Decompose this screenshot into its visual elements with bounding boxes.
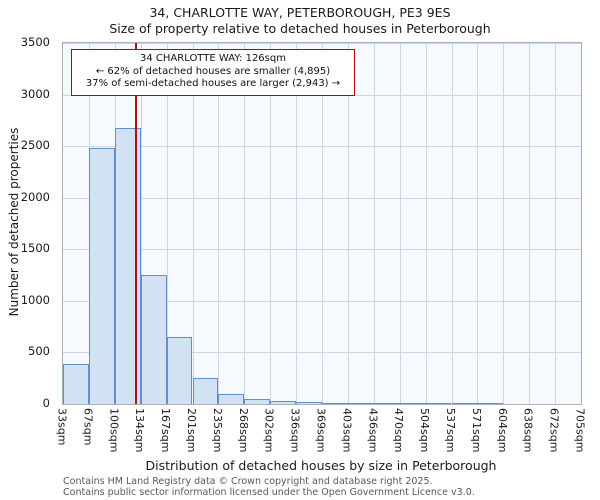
x-tick-label: 336sqm: [288, 408, 302, 453]
gridline-vertical: [373, 43, 375, 404]
gridline-vertical: [244, 43, 246, 404]
gridline-vertical: [296, 43, 298, 404]
gridline-vertical: [555, 43, 557, 404]
gridline-vertical: [529, 43, 531, 404]
histogram-bar: [347, 403, 374, 404]
histogram-bar: [399, 403, 426, 404]
y-tick-label: 3000: [20, 86, 50, 101]
gridline-vertical: [399, 43, 401, 404]
x-tick-label: 67sqm: [81, 408, 95, 446]
gridline-vertical: [140, 43, 142, 404]
histogram-bar: [218, 394, 245, 404]
histogram-bar: [477, 403, 504, 404]
chart-subtitle: Size of property relative to detached ho…: [109, 21, 491, 36]
histogram-bar: [192, 377, 219, 404]
x-tick-label: 302sqm: [262, 408, 276, 453]
histogram-bar: [166, 336, 193, 404]
histogram-bar: [63, 363, 89, 404]
annotation-line-2: ← 62% of detached houses are smaller (4,…: [95, 65, 331, 77]
x-tick-label: 33sqm: [55, 408, 69, 446]
histogram-bar: [114, 127, 141, 404]
gridline-vertical: [322, 43, 323, 404]
x-tick-label: 369sqm: [314, 408, 328, 453]
histogram-bar: [322, 402, 348, 404]
x-axis-ticks: 33sqm 67sqm 100sqm 134sqm 167sqm 201sqm 235sqm…: [56, 406, 587, 458]
x-tick-label: 604sqm: [495, 408, 509, 453]
x-tick-label: 672sqm: [547, 408, 561, 453]
histogram-bar: [244, 399, 271, 404]
gridline-vertical: [166, 43, 168, 404]
x-tick-label: 470sqm: [392, 408, 406, 453]
x-tick-label: 436sqm: [366, 408, 380, 453]
histogram-bar: [88, 148, 115, 404]
gridline-vertical: [503, 43, 505, 404]
x-tick-label: 537sqm: [444, 408, 457, 453]
x-axis-label: Distribution of detached houses by size …: [145, 458, 497, 473]
x-tick-label: 100sqm: [107, 408, 121, 453]
x-tick-label: 705sqm: [573, 408, 587, 453]
annotation-line-3: 37% of semi-detached houses are larger (…: [85, 78, 341, 89]
x-tick-label: 268sqm: [236, 408, 250, 453]
histogram-bar: [140, 275, 167, 404]
y-tick-label: 2000: [20, 189, 50, 204]
histogram-bar: [296, 402, 322, 404]
gridline-vertical: [477, 43, 479, 404]
y-tick-label: 500: [28, 344, 50, 359]
histogram-bar: [425, 403, 452, 404]
x-tick-label: 235sqm: [210, 408, 224, 453]
y-tick-label: 0: [42, 396, 50, 410]
gridline-vertical: [218, 43, 220, 404]
gridline-vertical: [270, 43, 272, 404]
x-tick-label: 571sqm: [469, 408, 483, 453]
histogram-bar: [451, 403, 478, 404]
gridline-vertical: [425, 43, 427, 404]
chart-title: 34, CHARLOTTE WAY, PETERBOROUGH, PE3 9ES: [149, 5, 451, 20]
annotation-box: 34 CHARLOTTE WAY: 126sqm ← 62% of detach…: [71, 49, 355, 96]
y-tick-label: 1000: [20, 292, 50, 307]
gridline-vertical: [451, 43, 453, 404]
x-tick-label: 167sqm: [159, 408, 173, 453]
x-tick-label: 201sqm: [185, 408, 198, 453]
x-tick-label: 403sqm: [340, 408, 354, 453]
histogram-bar: [373, 403, 400, 404]
footer-attribution-line-2: Contains public sector information licen…: [63, 487, 475, 498]
footer-attribution-line-1: Contains HM Land Registry data © Crown c…: [63, 476, 433, 487]
x-tick-label: 134sqm: [133, 408, 147, 453]
gridline-vertical: [192, 43, 194, 404]
y-tick-label: 3500: [20, 35, 50, 49]
plot-area: 34 CHARLOTTE WAY: 126sqm ← 62% of detach…: [62, 42, 582, 405]
y-tick-label: 1500: [20, 241, 50, 256]
x-tick-label: 504sqm: [418, 408, 432, 453]
gridline-vertical: [347, 43, 349, 404]
histogram-bar: [270, 400, 297, 404]
y-axis-ticks: 0 500 1000 1500 2000 2500 3000 3500: [0, 35, 56, 410]
x-tick-label: 638sqm: [521, 408, 535, 453]
property-marker-line: [134, 43, 137, 404]
annotation-line-1: 34 CHARLOTTE WAY: 126sqm: [140, 53, 286, 64]
y-tick-label: 2500: [20, 138, 50, 153]
